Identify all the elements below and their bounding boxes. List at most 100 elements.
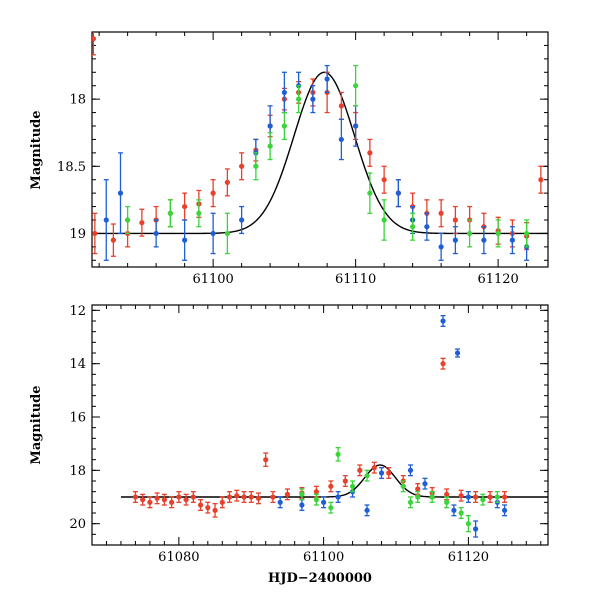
data-point-green bbox=[467, 230, 473, 237]
data-point-blue bbox=[481, 237, 487, 243]
top-panel-frame bbox=[91, 31, 549, 268]
data-point-red bbox=[169, 499, 175, 505]
data-point-red bbox=[219, 499, 225, 505]
data-point-green bbox=[458, 510, 464, 516]
data-point-red bbox=[357, 467, 363, 473]
data-point-green bbox=[367, 190, 373, 196]
model-curve bbox=[120, 464, 548, 498]
data-point-green bbox=[465, 521, 471, 527]
data-point-red bbox=[386, 470, 392, 476]
data-point-red bbox=[444, 491, 450, 497]
data-point-blue bbox=[438, 244, 444, 250]
data-point-green bbox=[328, 505, 334, 511]
data-point-blue bbox=[501, 507, 508, 513]
bottom-panel-tick-labels: 61080 61100 61120 12 14 16 18 20 bbox=[69, 304, 489, 565]
data-point-red bbox=[338, 103, 344, 109]
data-point-green bbox=[415, 494, 421, 500]
data-point-red bbox=[239, 163, 245, 169]
data-point-blue bbox=[440, 318, 446, 324]
data-point-blue bbox=[395, 190, 401, 196]
bottom-panel-frame bbox=[91, 304, 549, 546]
data-point-red bbox=[140, 497, 146, 503]
data-point-red bbox=[139, 220, 145, 226]
data-point-blue bbox=[299, 502, 305, 508]
bottom-ylabel: Magnitude bbox=[29, 385, 44, 464]
data-point-blue bbox=[277, 499, 283, 505]
data-point-blue bbox=[509, 237, 515, 243]
data-point-blue bbox=[103, 217, 109, 223]
data-point-red bbox=[371, 465, 377, 471]
data-point-red bbox=[210, 190, 216, 196]
data-point-blue bbox=[321, 499, 327, 505]
data-point-blue bbox=[182, 237, 188, 243]
data-point-green bbox=[167, 210, 173, 216]
data-point-red bbox=[501, 494, 508, 500]
bottom-panel: 61080 61100 61120 12 14 16 18 20 Magnitude HJD−… bbox=[29, 304, 549, 586]
data-point-green bbox=[125, 217, 131, 223]
data-point-blue bbox=[335, 494, 341, 500]
data-point-green bbox=[267, 143, 273, 149]
bottom-xlabel: HJD−2400000 bbox=[268, 571, 372, 586]
data-point-blue bbox=[364, 507, 370, 513]
data-point-blue bbox=[117, 190, 124, 196]
top-ylabel: Magnitude bbox=[29, 110, 44, 189]
data-point-red bbox=[234, 493, 240, 499]
model-curve bbox=[92, 71, 548, 235]
data-point-green bbox=[281, 123, 287, 129]
series-green bbox=[299, 447, 500, 533]
x-tick-label: 61120 bbox=[477, 272, 518, 287]
series-red bbox=[92, 32, 544, 257]
data-point-green bbox=[381, 217, 387, 223]
data-point-red bbox=[92, 36, 97, 42]
data-point-red bbox=[487, 494, 493, 500]
data-point-green bbox=[444, 499, 450, 505]
data-point-red bbox=[110, 237, 116, 243]
data-point-red bbox=[241, 494, 247, 500]
top-panel-ticks bbox=[92, 31, 548, 267]
data-point-blue bbox=[451, 507, 457, 513]
data-point-blue bbox=[452, 237, 458, 243]
data-point-blue bbox=[424, 224, 430, 230]
data-point-red bbox=[415, 486, 421, 492]
data-point-green bbox=[296, 96, 302, 102]
bottom-panel-ticks bbox=[91, 305, 548, 546]
data-point-red bbox=[270, 494, 276, 500]
data-point-blue bbox=[407, 467, 414, 473]
bottom-plot-clip bbox=[120, 315, 548, 538]
x-tick-label: 61100 bbox=[192, 272, 233, 287]
data-point-blue bbox=[338, 136, 344, 143]
data-point-blue bbox=[267, 123, 273, 129]
data-point-green bbox=[495, 230, 501, 237]
data-point-red bbox=[458, 493, 464, 499]
data-point-red bbox=[440, 361, 446, 367]
x-tick-label: 61080 bbox=[158, 550, 199, 565]
data-point-green bbox=[224, 230, 230, 237]
data-point-red bbox=[176, 494, 182, 500]
data-point-blue bbox=[454, 350, 461, 356]
data-point-blue bbox=[153, 230, 159, 237]
top-panel-tick-labels: 61100 61110 61120 18 18.5 19 bbox=[57, 93, 519, 287]
data-point-red bbox=[263, 457, 269, 463]
data-point-blue bbox=[378, 470, 385, 476]
data-point-green bbox=[313, 497, 319, 503]
data-point-green bbox=[349, 483, 356, 489]
data-point-green bbox=[196, 210, 202, 216]
data-point-red bbox=[147, 499, 153, 505]
bottom-panel-plot-area bbox=[120, 315, 548, 538]
data-point-blue bbox=[324, 76, 330, 82]
data-point-blue bbox=[422, 481, 428, 487]
data-point-red bbox=[313, 489, 319, 495]
data-point-red bbox=[342, 478, 348, 484]
data-point-red bbox=[452, 217, 458, 223]
data-point-green bbox=[429, 494, 435, 500]
data-point-red bbox=[255, 495, 262, 501]
data-point-blue bbox=[353, 123, 359, 129]
data-point-red bbox=[538, 177, 544, 183]
data-point-red bbox=[197, 502, 204, 508]
data-point-green bbox=[364, 473, 370, 479]
data-point-blue bbox=[310, 96, 316, 102]
y-tick-label: 18.5 bbox=[57, 160, 86, 175]
data-point-green bbox=[524, 230, 530, 237]
y-tick-label: 20 bbox=[69, 517, 86, 532]
